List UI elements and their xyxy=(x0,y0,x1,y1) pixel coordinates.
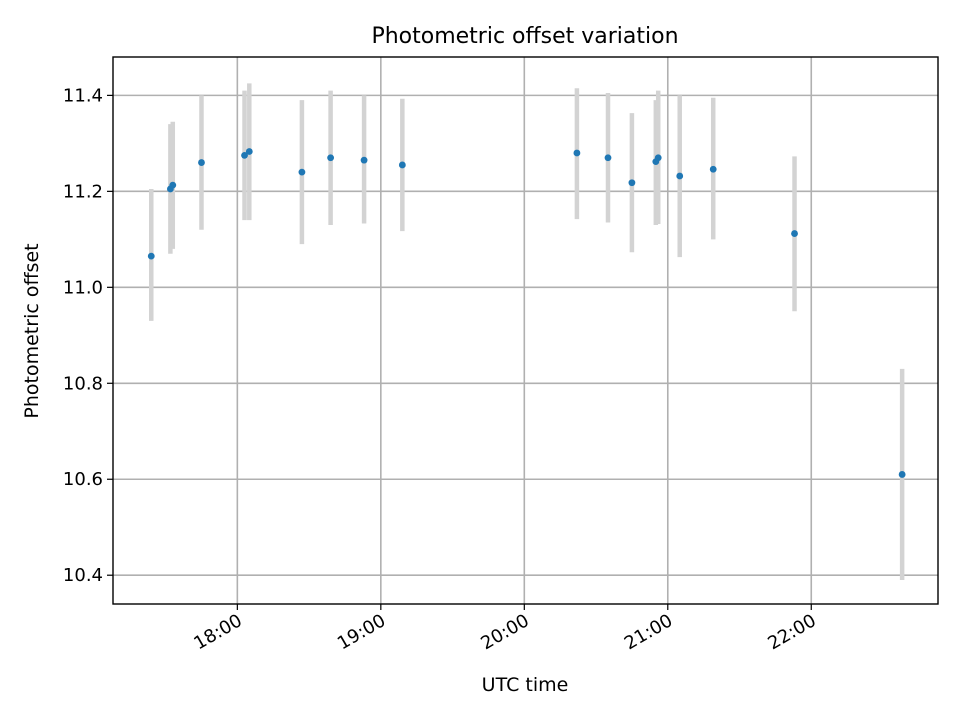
data-point xyxy=(241,151,248,159)
chart-title: Photometric offset variation xyxy=(371,24,678,49)
data-point xyxy=(791,230,798,237)
data-point xyxy=(245,148,253,155)
data-point xyxy=(573,149,581,157)
data-point xyxy=(198,159,205,166)
data-point xyxy=(147,252,155,260)
data-point xyxy=(898,471,906,478)
data-point xyxy=(628,179,636,187)
x-axis-label: UTC time xyxy=(482,674,569,696)
y-tick-label: 10.8 xyxy=(63,373,103,394)
data-point xyxy=(654,154,662,162)
y-tick-label: 11.2 xyxy=(63,181,103,202)
y-tick-label: 10.6 xyxy=(63,469,103,490)
plot-frame xyxy=(112,56,939,605)
data-point xyxy=(327,154,335,162)
y-tick-label: 11.0 xyxy=(63,277,103,298)
y-tick-label: 11.4 xyxy=(63,85,103,106)
data-point xyxy=(169,181,177,189)
data-point xyxy=(360,156,368,164)
y-axis-ticks: 10.4 10.6 10.8 11.0 11.2 11.4 xyxy=(63,85,113,586)
data-point xyxy=(676,172,684,180)
y-axis-label: Photometric offset xyxy=(21,243,43,418)
data-point xyxy=(398,161,406,169)
y-tick-label: 10.4 xyxy=(63,565,103,586)
data-point xyxy=(709,165,717,173)
data-points xyxy=(147,148,906,478)
data-point xyxy=(604,154,612,162)
data-point xyxy=(298,168,306,176)
